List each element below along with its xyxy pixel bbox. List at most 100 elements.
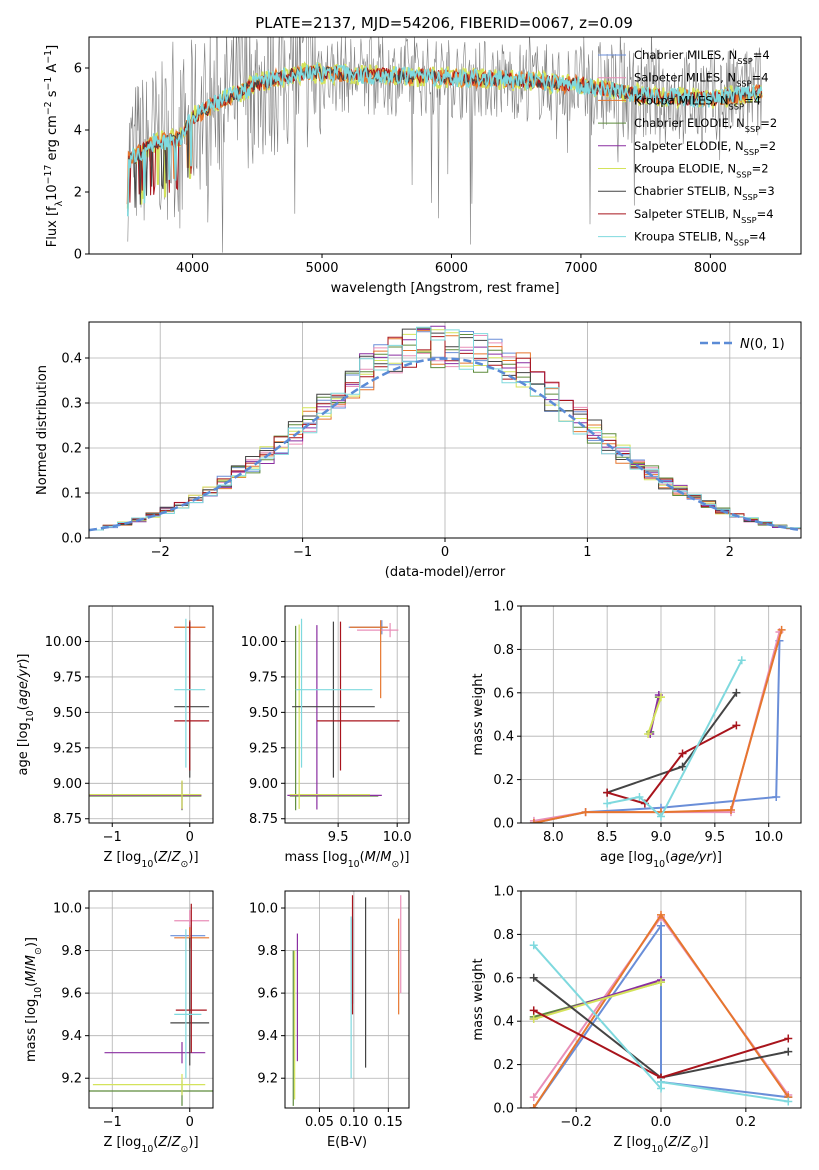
series-marker: [529, 1015, 538, 1024]
x-tick-label: 0.05: [305, 1115, 334, 1130]
x-tick-label: 0: [441, 545, 449, 560]
series-marker: [657, 910, 665, 919]
x-tick-label: −0.2: [560, 1115, 592, 1130]
plot-content: [287, 618, 400, 811]
gaussian-curve: [89, 357, 801, 532]
y-tick-label: 0.6: [493, 971, 514, 986]
x-tick-label: −1: [293, 545, 312, 560]
x-tick-label: 0: [186, 830, 194, 845]
y-tick-label: 0.8: [493, 643, 514, 658]
plot-content: [529, 625, 786, 823]
legend: N(0, 1): [700, 337, 785, 352]
y-tick-label: 0.2: [61, 442, 82, 457]
series-marker: [732, 721, 741, 730]
x-axis-label: Z [log10(Z/Z⊙)]: [103, 850, 198, 870]
plot-area: [89, 891, 213, 1108]
y-tick-label: 9.50: [249, 706, 278, 721]
y-tick-label: 9.4: [257, 1029, 278, 1044]
y-tick-label: 10.00: [45, 635, 82, 650]
y-tick-label: 9.4: [61, 1029, 82, 1044]
y-tick-label: 10.0: [53, 902, 82, 917]
y-tick-label: 0.2: [493, 773, 514, 788]
plot-area: [285, 606, 409, 823]
series-marker: [529, 941, 538, 950]
y-axis-label: mass [log10(M/M⊙)]: [24, 937, 44, 1062]
x-tick-label: 0.15: [374, 1115, 403, 1130]
series-marker: [784, 1034, 793, 1043]
axes-mass_vs_EBV: 0.05 0.10 0.15 9.2 9.4 9.6 9.8 10.0 E(B-V): [249, 890, 410, 1150]
x-tick-label: 7000: [564, 261, 597, 276]
plot-content: [89, 618, 210, 811]
y-tick-label: 9.75: [249, 670, 278, 685]
y-tick-label: 0: [74, 248, 82, 263]
x-tick-label: 10.0: [383, 830, 412, 845]
plot-content: [529, 910, 793, 1108]
y-tick-label: 9.75: [53, 670, 82, 685]
series-marker: [784, 1047, 793, 1056]
x-tick-label: 9.5: [328, 830, 349, 845]
y-tick-label: 9.25: [249, 741, 278, 756]
y-tick-label: 0.0: [61, 532, 82, 547]
legend-entry: Salpeter STELIB, NSSP=4: [634, 207, 774, 225]
x-tick-label: 9.0: [651, 830, 672, 845]
series-marker: [732, 688, 741, 697]
y-tick-label: 9.2: [61, 1072, 82, 1087]
plot-area: [285, 891, 409, 1108]
data-spectrum: [127, 37, 762, 253]
series-marker: [727, 805, 735, 814]
x-axis-label: Z [log10(Z/Z⊙)]: [103, 1135, 198, 1155]
series-marker: [777, 625, 786, 634]
plot-content: [126, 37, 763, 253]
series-marker: [657, 921, 665, 930]
legend-entry: Kroupa STELIB, NSSP=4: [634, 230, 766, 248]
y-tick-label: 2: [74, 186, 82, 201]
x-tick-label: 5000: [305, 261, 338, 276]
series-marker: [678, 749, 687, 758]
y-tick-label: 0.8: [493, 928, 514, 943]
series-line: [647, 696, 662, 735]
x-axis-label: (data-model)/error: [385, 565, 506, 580]
plot-content: [89, 903, 213, 1106]
plot-layer: Chabrier MILES, NSSP=4 Salpeter MILES, NS…: [16, 36, 802, 1155]
plot-content: [89, 325, 801, 532]
series-marker: [737, 656, 746, 665]
axes-frame: [88, 605, 214, 824]
x-tick-label: −1: [103, 1115, 122, 1130]
legend-entry: Salpeter MILES, NSSP=4: [634, 71, 769, 89]
y-tick-label: 8.75: [249, 812, 278, 827]
series-marker: [784, 1097, 793, 1106]
series-marker: [529, 819, 538, 823]
x-tick-label: 4000: [176, 261, 209, 276]
legend-entry: Chabrier STELIB, NSSP=3: [634, 184, 775, 202]
axes-weight_vs_Z: −0.2 0.0 0.2 0.0 0.2 0.4 0.6 0.8 1.0 Z [log10(Z/Z…: [471, 885, 802, 1155]
y-tick-label: 10.00: [241, 635, 278, 650]
series-marker: [529, 1104, 538, 1108]
legend-entry: Kroupa MILES, NSSP=4: [634, 93, 761, 111]
y-tick-label: 9.8: [61, 944, 82, 959]
x-tick-label: 2: [726, 545, 734, 560]
y-tick-label: 0.4: [493, 730, 514, 745]
series-marker: [657, 978, 665, 987]
series-marker: [581, 808, 590, 817]
y-tick-label: 0.2: [493, 1058, 514, 1073]
y-tick-label: 0.3: [61, 397, 82, 412]
x-tick-label: 8.0: [543, 830, 564, 845]
series-marker: [529, 1006, 538, 1015]
series-marker: [772, 792, 781, 801]
axes-age_vs_Z: −1 0 8.75 9.00 9.25 9.50 9.75 10.00 Z [log10(Z/Z…: [16, 605, 214, 870]
model-spectrum: [127, 61, 763, 217]
y-tick-label: 8.75: [53, 812, 82, 827]
y-axis-label: mass weight: [471, 958, 486, 1040]
y-tick-label: 4: [74, 124, 82, 139]
y-tick-label: 0.0: [493, 1102, 514, 1117]
series-marker: [657, 1077, 665, 1086]
series-marker: [603, 799, 612, 808]
series-marker: [529, 1093, 538, 1102]
y-axis-label: age [log10(age/yr)]: [16, 653, 36, 775]
series-line: [607, 659, 743, 819]
x-tick-label: 6000: [435, 261, 468, 276]
y-tick-label: 0.6: [493, 686, 514, 701]
axes-frame: [88, 36, 802, 255]
y-tick-label: 9.6: [257, 987, 278, 1002]
